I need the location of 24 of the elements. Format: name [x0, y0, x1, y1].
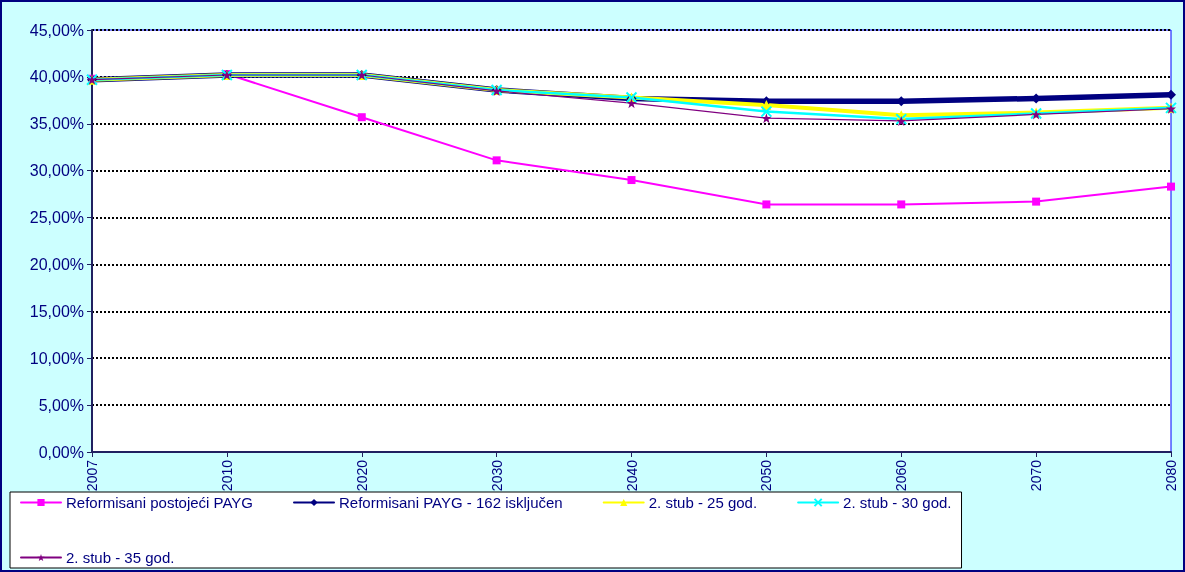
- x-tick-label: 2010: [218, 459, 235, 492]
- legend-label: 2. stub - 25 god.: [648, 494, 758, 511]
- y-tick-label: 25,00%: [29, 209, 84, 227]
- x-tick-label: 2007: [84, 459, 100, 492]
- x-tick-label: 2030: [488, 459, 505, 492]
- y-tick-label: 45,00%: [29, 21, 84, 39]
- y-tick-label: 15,00%: [29, 302, 84, 320]
- legend-label: Reformisani postojeći PAYG: [66, 494, 254, 511]
- x-tick-label: 2020: [353, 459, 370, 492]
- y-tick-label: 20,00%: [29, 255, 84, 273]
- x-tick-label: 2080: [1163, 459, 1179, 492]
- y-tick-label: 40,00%: [29, 68, 84, 86]
- x-tick-label: 2050: [758, 459, 775, 492]
- y-tick-label: 0,00%: [38, 443, 84, 461]
- y-tick-label: 30,00%: [29, 162, 84, 180]
- x-tick-label: 2040: [623, 459, 640, 492]
- x-tick-label: 2070: [1028, 459, 1045, 492]
- y-tick-label: 5,00%: [38, 396, 84, 414]
- legend-label: Reformisani PAYG - 162 isključen: [339, 494, 563, 511]
- y-tick-label: 10,00%: [29, 349, 84, 367]
- y-tick-label: 35,00%: [29, 115, 84, 133]
- legend-label: 2. stub - 30 god.: [843, 494, 952, 511]
- legend-label: 2. stub - 35 god.: [66, 549, 175, 566]
- x-tick-label: 2060: [893, 459, 910, 492]
